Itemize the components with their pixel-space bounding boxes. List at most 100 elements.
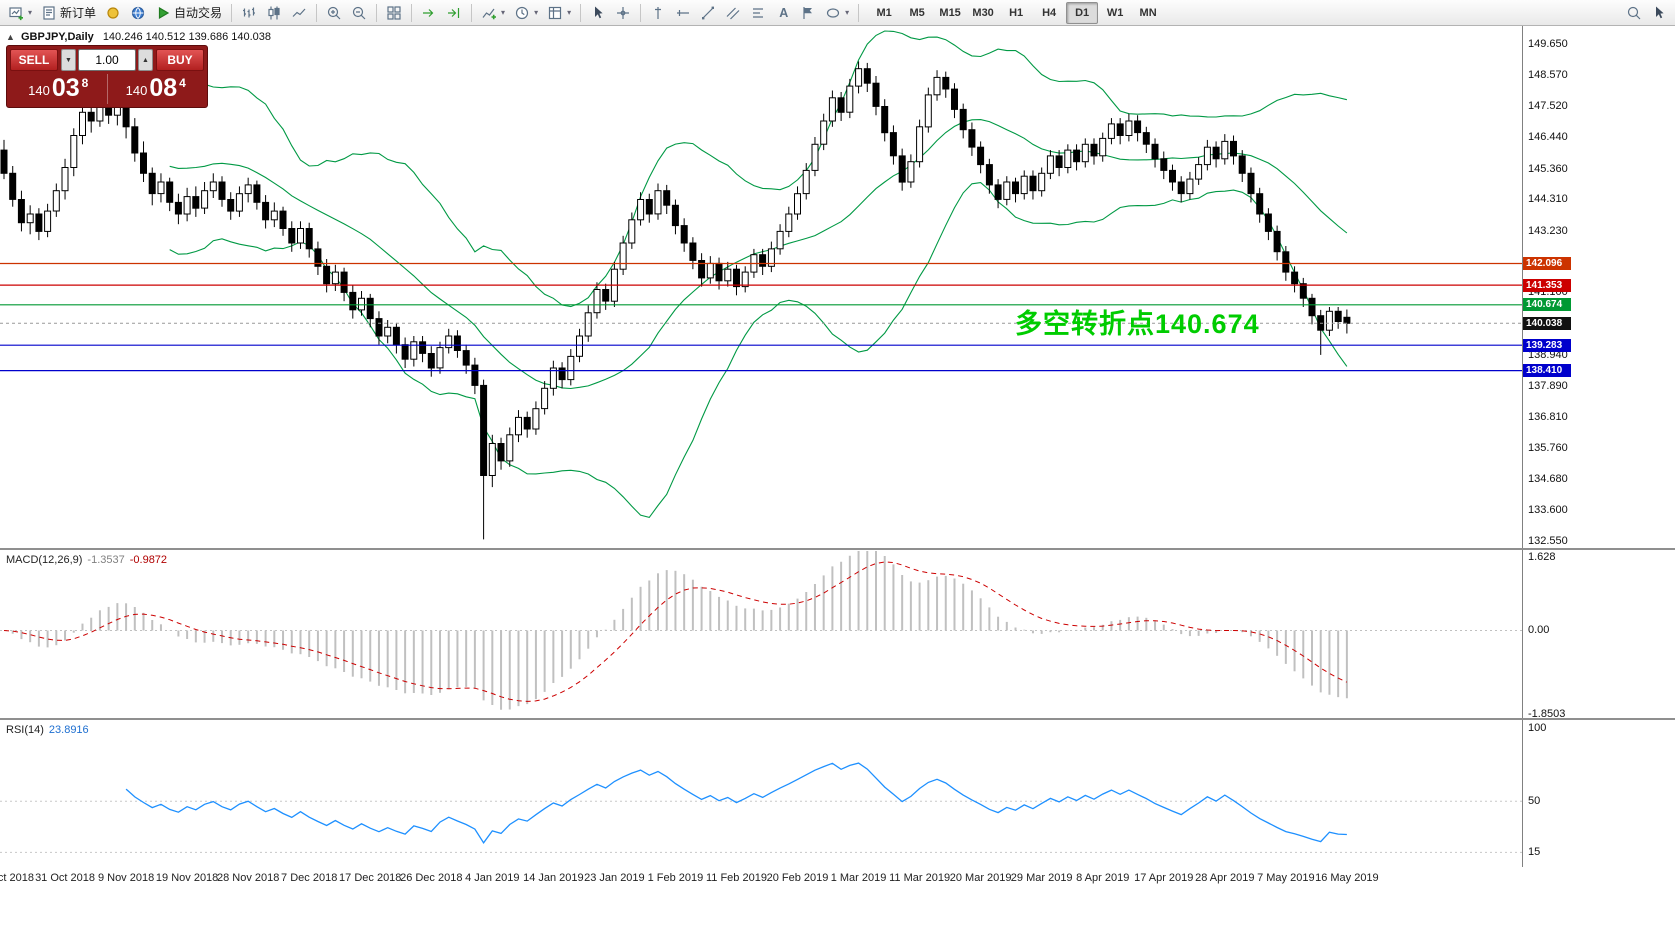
- metaquotes-button[interactable]: [101, 1, 125, 25]
- macd-indicator-label: MACD(12,26,9) -1.3537 -0.9872: [6, 554, 167, 566]
- candlestick-chart-button[interactable]: [262, 1, 286, 25]
- community-button[interactable]: [126, 1, 150, 25]
- auto-scroll-button[interactable]: [417, 1, 441, 25]
- buy-price-main: 08: [149, 74, 178, 102]
- timeframe-h4-button[interactable]: H4: [1042, 6, 1057, 19]
- price-badge: 139.283: [1523, 338, 1571, 352]
- draw-vertical-line-button[interactable]: [646, 1, 670, 25]
- line-chart-button[interactable]: [287, 1, 311, 25]
- buy-price[interactable]: 140 08 4: [106, 74, 205, 104]
- trendline-icon: [702, 6, 715, 19]
- tile-windows-button[interactable]: [382, 1, 406, 25]
- down-arrow-icon: ▼: [65, 56, 72, 64]
- price-badge: 140.674: [1523, 298, 1571, 312]
- indicators-list-button[interactable]: ▾: [477, 1, 509, 25]
- one-click-collapse-icon[interactable]: ▲: [6, 32, 15, 42]
- bars-icon: [243, 7, 256, 17]
- new-chart-icon: [9, 6, 23, 20]
- timeframe-m5-button[interactable]: M5: [909, 6, 925, 19]
- bar-chart-button[interactable]: [237, 1, 261, 25]
- price-tick: 137.890: [1528, 379, 1568, 392]
- timeframe-w1-button[interactable]: W1: [1106, 6, 1124, 19]
- macd-axis-tick: 0.00: [1528, 624, 1550, 637]
- timeframe-bar: M1 M5 M15 M30 H1 H4 D1 W1 MN: [868, 1, 1164, 24]
- quick-cursor-button[interactable]: [1647, 1, 1671, 25]
- zoom-in-button[interactable]: [322, 1, 346, 25]
- draw-fibonacci-button[interactable]: [746, 1, 770, 25]
- chart-ohlc-readout: ▲ GBPJPY,Daily 140.246 140.512 139.686 1…: [6, 31, 271, 43]
- timeframe-mn-button[interactable]: MN: [1139, 6, 1157, 19]
- rsi-name: RSI(14): [6, 724, 44, 736]
- crosshair-mode-button[interactable]: [611, 1, 635, 25]
- periods-button[interactable]: ▾: [510, 1, 542, 25]
- fibo-icon: [753, 7, 764, 18]
- draw-channel-button[interactable]: [721, 1, 745, 25]
- date-label: 29 Mar 2019: [1010, 872, 1073, 884]
- cursor-mode-button[interactable]: [586, 1, 610, 25]
- toolbar-separator: [640, 3, 642, 22]
- price-scale[interactable]: 149.650 148.570 147.520 146.440 145.360 144.3…: [1522, 0, 1675, 867]
- price-tick: 132.550: [1528, 534, 1568, 547]
- svg-text:A: A: [779, 6, 788, 20]
- community-icon: [131, 6, 145, 19]
- buy-button[interactable]: BUY: [156, 49, 204, 71]
- volume-input[interactable]: [78, 49, 136, 71]
- toolbar-separator: [471, 3, 473, 22]
- volume-decrease-button[interactable]: ▼: [61, 49, 76, 71]
- macd-axis-tick: -1.8503: [1528, 708, 1566, 721]
- panel-splitter-rsi[interactable]: [0, 718, 1675, 720]
- price-tick: 134.680: [1528, 472, 1568, 485]
- zoom-out-icon: [352, 6, 366, 19]
- date-label: 14 Jan 2019: [523, 872, 584, 884]
- gold-icon: [107, 6, 119, 19]
- chart-annotation-text[interactable]: 多空转折点140.674: [1015, 309, 1260, 339]
- toolbar-separator: [580, 3, 582, 22]
- draw-shapes-button[interactable]: ▾: [821, 1, 853, 25]
- symbol-period-label: GBPJPY,Daily: [20, 31, 94, 43]
- timeframe-d1-button[interactable]: D1: [1066, 1, 1099, 24]
- date-label: 17 Dec 2018: [339, 872, 402, 884]
- cursor-icon: [595, 6, 603, 18]
- timeframe-m1-button[interactable]: M1: [876, 6, 892, 19]
- zoom-out-button[interactable]: [347, 1, 371, 25]
- rsi-value: 23.8916: [48, 724, 89, 736]
- price-badge: 140.038: [1523, 316, 1571, 330]
- new-order-button[interactable]: 新订单: [37, 1, 100, 25]
- date-label: 11 Mar 2019: [889, 872, 951, 884]
- date-label: 20 Mar 2019: [949, 872, 1012, 884]
- trade-panel-prices: 140 03 8 140 08 4: [10, 74, 204, 104]
- date-label: 1 Mar 2019: [830, 872, 887, 884]
- horizontal-line-objects[interactable]: [0, 262, 1522, 372]
- candles-icon: [268, 6, 280, 19]
- autotrading-button[interactable]: 自动交易: [151, 1, 226, 25]
- templates-button[interactable]: ▾: [543, 1, 575, 25]
- price-badge: 141.353: [1523, 278, 1571, 292]
- timeframe-m30-button[interactable]: M30: [972, 6, 994, 19]
- dropdown-arrow-icon: ▾: [28, 8, 33, 17]
- panel-splitter-macd[interactable]: [0, 548, 1675, 550]
- draw-horizontal-line-button[interactable]: [671, 1, 695, 25]
- tile-icon: [387, 5, 401, 20]
- sell-price[interactable]: 140 03 8: [10, 74, 107, 104]
- ohlc-values: 140.246 140.512 139.686 140.038: [102, 31, 272, 43]
- panel-frames: [0, 26, 1675, 868]
- rsi-indicator-label: RSI(14) 23.8916: [6, 724, 89, 736]
- sell-button[interactable]: SELL: [10, 49, 58, 71]
- draw-label-button[interactable]: [796, 1, 820, 25]
- volume-increase-button[interactable]: ▲: [138, 49, 153, 71]
- date-label: 16 May 2019: [1315, 872, 1379, 884]
- chart-shift-button[interactable]: [442, 1, 466, 25]
- date-label: 22 Oct 2018: [0, 872, 34, 884]
- new-chart-button[interactable]: ▾: [4, 1, 36, 25]
- draw-trendline-button[interactable]: [696, 1, 720, 25]
- rsi-axis-tick: 100: [1528, 722, 1547, 735]
- timeframe-m15-button[interactable]: M15: [939, 6, 961, 19]
- macd-value: -1.3537: [87, 554, 125, 566]
- clock-icon: [515, 6, 529, 19]
- timeframe-h1-button[interactable]: H1: [1009, 6, 1024, 19]
- search-button[interactable]: [1622, 1, 1646, 25]
- draw-text-button[interactable]: A: [771, 1, 795, 25]
